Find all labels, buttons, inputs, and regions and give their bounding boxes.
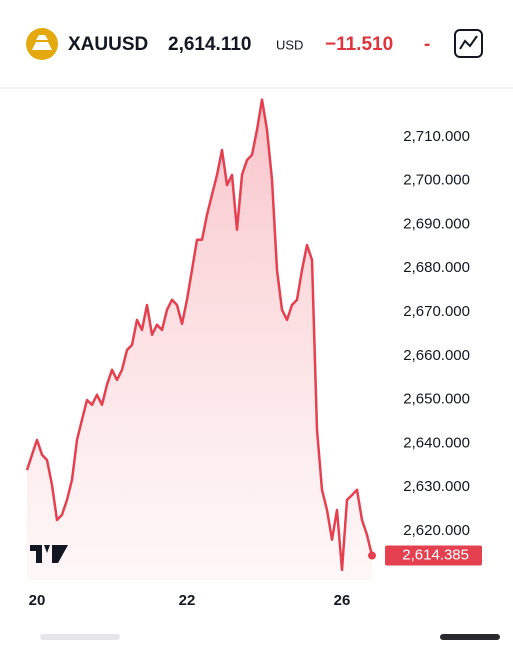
- last-point: [368, 551, 376, 560]
- y-tick-label: 2,630.000: [403, 478, 470, 495]
- x-tick-label: 22: [179, 592, 196, 609]
- bottom-tab: [440, 634, 500, 640]
- x-tick-label: 20: [29, 592, 46, 609]
- y-tick-label: 2,670.000: [403, 303, 470, 320]
- y-tick-label: 2,660.000: [403, 347, 470, 364]
- y-tick-label: 2,690.000: [403, 215, 470, 232]
- area: [27, 99, 372, 580]
- price-tag-label: 2,614.385: [402, 547, 469, 564]
- price-tag: [385, 545, 482, 566]
- price: 2,614.110: [168, 34, 251, 55]
- bottom-tab: [40, 634, 120, 640]
- currency: USD: [276, 37, 303, 52]
- change-percent: -: [424, 34, 430, 55]
- line: [25, 98, 374, 572]
- gold-bars: [32, 35, 52, 50]
- change: −11.510: [325, 34, 393, 55]
- y-tick-label: 2,710.000: [403, 128, 470, 145]
- tradingview-logo: [30, 545, 68, 563]
- plot: 2,620.000 2,630.000 2,640.000 2,650.000 2,66…: [25, 98, 482, 609]
- chart-button[interactable]: [454, 29, 483, 58]
- y-tick-label: 2,640.000: [403, 434, 470, 451]
- y-tick-label: 2,620.000: [403, 522, 470, 539]
- y-tick-label: 2,680.000: [403, 259, 470, 276]
- x-tick-label: 26: [334, 592, 351, 609]
- y-tick-label: 2,700.000: [403, 172, 470, 189]
- chart-button-icon: [459, 35, 478, 50]
- y-tick-label: 2,650.000: [403, 391, 470, 408]
- symbol: XAUUSD: [68, 34, 148, 55]
